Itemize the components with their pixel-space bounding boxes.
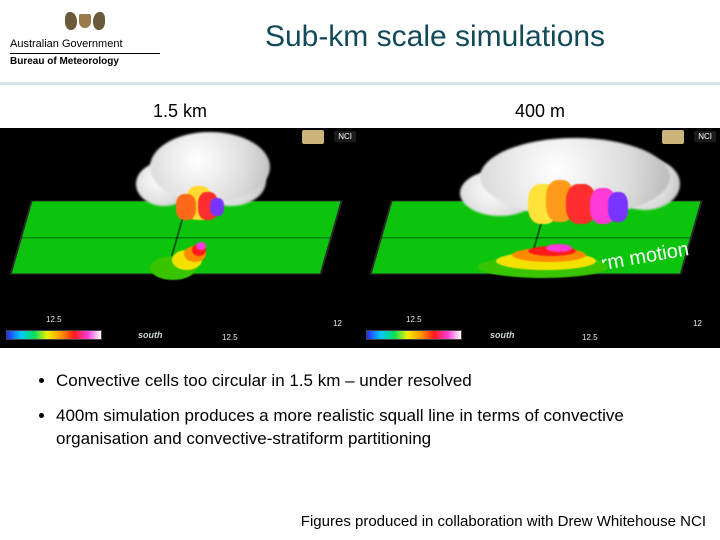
coat-of-arms-icon	[63, 6, 107, 36]
tick: 12	[333, 319, 342, 328]
nci-badge: NCI	[694, 131, 716, 142]
updraft	[210, 198, 224, 216]
axis-label: south	[138, 330, 163, 340]
tick: 12.5	[46, 315, 62, 324]
axis-label: south	[490, 330, 515, 340]
gov-logo-block: Australian Government Bureau of Meteorol…	[10, 6, 160, 67]
reflectivity-footprint	[546, 244, 572, 252]
simulation-panel-right: NCI south 12.5 12.5 12 storm motion	[360, 128, 720, 348]
nci-badge: NCI	[334, 131, 356, 142]
panel-labels: 1.5 km 400 m	[0, 85, 720, 128]
header: Australian Government Bureau of Meteorol…	[0, 0, 720, 78]
tick: 12.5	[582, 333, 598, 342]
reflectivity-footprint	[196, 242, 206, 250]
org-line2: Bureau of Meteorology	[10, 53, 160, 67]
bullet-2: 400m simulation produces a more realisti…	[56, 405, 686, 451]
bom-mini-icon	[302, 130, 324, 144]
left-panel-label: 1.5 km	[0, 101, 360, 122]
bullet-1: Convective cells too circular in 1.5 km …	[56, 370, 686, 393]
org-line1: Australian Government	[10, 38, 160, 50]
bom-mini-icon	[662, 130, 684, 144]
simulation-panel-left: NCI south 12.5 12.5 12	[0, 128, 360, 348]
bullet-list: Convective cells too circular in 1.5 km …	[0, 348, 720, 451]
figures-row: NCI south 12.5 12.5 12 NCI south 12.5 12…	[0, 128, 720, 348]
tick: 12.5	[406, 315, 422, 324]
updraft	[176, 194, 196, 220]
colorbar	[366, 330, 462, 340]
right-panel-label: 400 m	[360, 101, 720, 122]
figure-credit: Figures produced in collaboration with D…	[301, 513, 706, 530]
updraft	[608, 192, 628, 222]
tick: 12	[693, 319, 702, 328]
slide-title: Sub-km scale simulations	[160, 6, 710, 54]
tick: 12.5	[222, 333, 238, 342]
colorbar	[6, 330, 102, 340]
